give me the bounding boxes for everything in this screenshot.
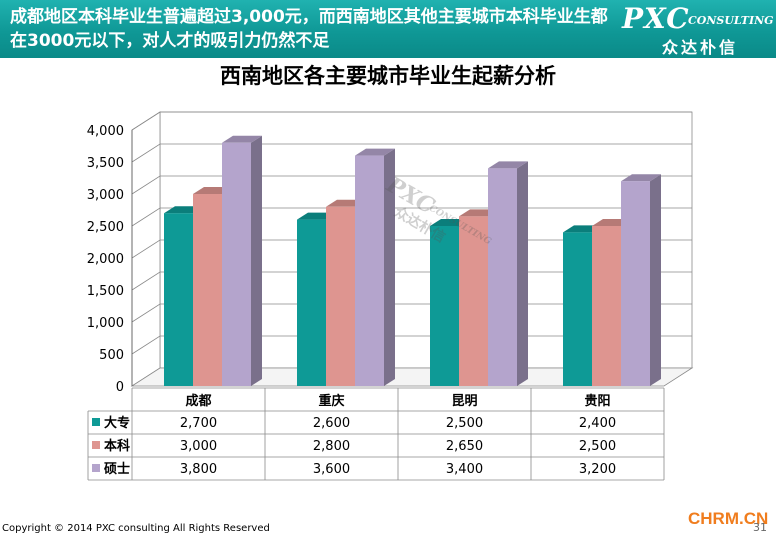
logo-cn: 众达朴信 <box>662 38 739 57</box>
legend-swatch <box>92 464 100 472</box>
legend-label: 硕士 <box>104 461 130 477</box>
bar <box>459 216 488 386</box>
y-tick-label: 3,000 <box>87 188 124 203</box>
bar-side <box>251 135 262 386</box>
bar <box>297 219 326 386</box>
y-tick-label: 3,500 <box>87 156 124 171</box>
data-label: 2,650 <box>446 439 483 454</box>
bar <box>488 168 517 386</box>
category-label: 重庆 <box>318 393 344 409</box>
y-tick-label: 1,500 <box>87 284 124 299</box>
page-number: 31 <box>753 521 767 534</box>
bar <box>430 226 459 386</box>
category-label: 贵阳 <box>584 393 610 409</box>
bar <box>563 232 592 386</box>
data-label: 3,400 <box>446 462 483 477</box>
y-tick-label: 4,000 <box>87 124 124 139</box>
pxc-logo: PXC CONSULTING 众达朴信 <box>622 2 774 57</box>
bar <box>326 206 355 386</box>
data-label: 2,800 <box>313 439 350 454</box>
header-banner: 成都地区本科毕业生普遍超过3,000元，而西南地区其他主要城市本科毕业生都在30… <box>0 0 776 58</box>
bar <box>193 194 222 386</box>
bar-top <box>488 161 528 169</box>
gridline <box>131 143 692 163</box>
chart-title: 西南地区各主要城市毕业生起薪分析 <box>220 64 556 88</box>
logo-sub: CONSULTING <box>688 14 774 27</box>
bar-side <box>384 148 395 386</box>
bar <box>592 226 621 386</box>
legend-swatch <box>92 441 100 449</box>
data-label: 2,500 <box>579 439 616 454</box>
data-label: 3,600 <box>313 462 350 477</box>
data-label: 2,700 <box>180 416 217 431</box>
y-tick-label: 0 <box>116 380 124 395</box>
bar <box>164 213 193 386</box>
data-label: 2,600 <box>313 416 350 431</box>
legend-label: 大专 <box>104 415 130 431</box>
data-label: 2,500 <box>446 416 483 431</box>
y-tick-label: 500 <box>99 348 124 363</box>
legend-label: 本科 <box>104 438 130 454</box>
bar-top <box>355 148 395 156</box>
y-tick-label: 2,500 <box>87 220 124 235</box>
header-text: 成都地区本科毕业生普遍超过3,000元，而西南地区其他主要城市本科毕业生都在30… <box>10 7 608 51</box>
data-label: 3,200 <box>579 462 616 477</box>
y-tick-label: 2,000 <box>87 252 124 267</box>
logo-main: PXC <box>622 2 690 35</box>
data-label: 2,400 <box>579 416 616 431</box>
bar-side <box>650 174 661 386</box>
category-label: 昆明 <box>451 393 477 409</box>
data-label: 3,800 <box>180 462 217 477</box>
legend-swatch <box>92 418 100 426</box>
category-label: 成都 <box>185 393 211 409</box>
bar-top <box>621 174 661 182</box>
bar-side <box>517 161 528 386</box>
site-watermark: CHRM.CN <box>688 509 769 528</box>
gridline <box>131 111 692 131</box>
copyright: Copyright © 2014 PXC consulting All Righ… <box>2 523 270 534</box>
bar-top <box>222 135 262 143</box>
bar <box>355 155 384 386</box>
data-label: 3,000 <box>180 439 217 454</box>
y-tick-label: 1,000 <box>87 316 124 331</box>
bar <box>621 181 650 386</box>
bar <box>222 142 251 386</box>
